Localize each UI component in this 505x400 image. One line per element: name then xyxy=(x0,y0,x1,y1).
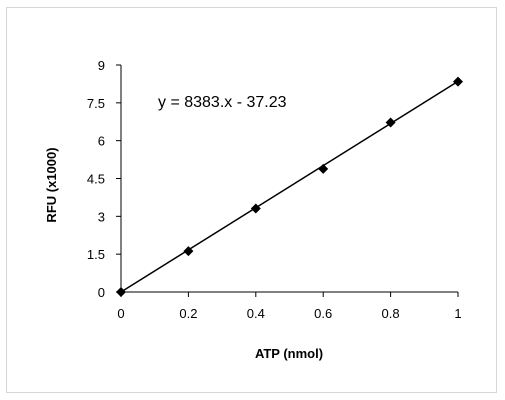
x-tick-label: 0.6 xyxy=(314,306,332,321)
data-point xyxy=(385,117,396,128)
y-tick-label: 9 xyxy=(98,58,105,73)
y-tick-label: 0 xyxy=(98,285,105,300)
x-tick-label: 0 xyxy=(117,306,124,321)
trendline xyxy=(120,80,459,293)
chart-frame xyxy=(6,7,497,393)
x-tick-label: 0.4 xyxy=(247,306,265,321)
y-tick-label: 1.5 xyxy=(87,247,105,262)
plot-area: 0 1.5 3 4.5 6 7.5 9 0 0.2 0.4 0.6 0.8 1 xyxy=(87,58,463,321)
data-point xyxy=(318,163,329,174)
y-tick-label: 7.5 xyxy=(87,96,105,111)
y-tick-label: 4.5 xyxy=(87,172,105,187)
data-point xyxy=(183,246,194,257)
y-tick-label: 3 xyxy=(98,209,105,224)
y-tick-label: 6 xyxy=(98,134,105,149)
x-axis-ticks: 0 0.2 0.4 0.6 0.8 1 xyxy=(117,292,462,321)
data-points xyxy=(116,76,463,297)
data-point xyxy=(453,76,463,87)
x-tick-label: 0.2 xyxy=(179,306,197,321)
data-point xyxy=(116,287,126,297)
y-axis-ticks: 0 1.5 3 4.5 6 7.5 9 xyxy=(87,58,121,300)
x-axis-title: ATP (nmol) xyxy=(255,346,323,361)
data-point xyxy=(250,203,261,214)
x-tick-label: 0.8 xyxy=(382,306,400,321)
y-axis-title: RFU (x1000) xyxy=(44,147,59,222)
x-tick-label: 1 xyxy=(454,306,461,321)
trendline-equation: y = 8383.x - 37.23 xyxy=(158,94,287,111)
